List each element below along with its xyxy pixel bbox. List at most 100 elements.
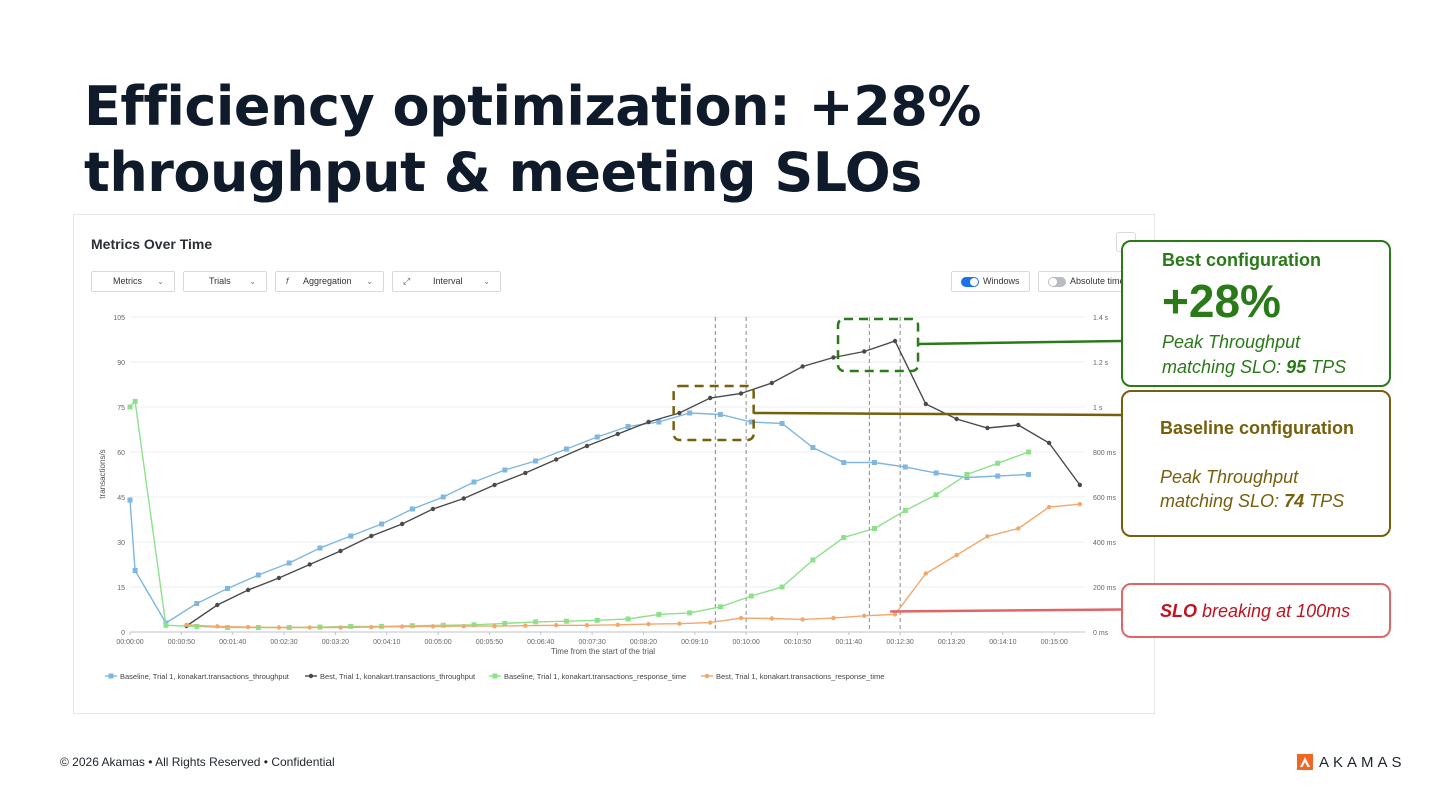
interval-dropdown[interactable]: ⤢ Interval ⌄ [392,271,501,292]
data-point [245,624,251,630]
x-tick-label: 00:00:50 [168,639,195,646]
slo-callout-rest: breaking at 100ms [1197,601,1351,621]
slide-title: Efficiency optimization: +28% throughput… [84,75,981,204]
data-point [553,623,559,628]
data-point [923,401,929,407]
data-point [902,464,908,470]
data-point [215,624,220,629]
data-point [831,615,836,621]
legend-item: Best, Trial 1, konakart.transactions_thr… [305,672,476,681]
data-point [1026,449,1032,455]
data-point [1046,440,1052,446]
data-point [1016,526,1021,531]
chevron-down-icon: ⌄ [483,277,490,286]
legend-marker [308,673,314,679]
data-point [625,424,631,429]
akamas-logo-icon [1297,754,1313,770]
legend-item: Baseline, Trial 1, konakart.transactions… [105,672,290,681]
data-point [1077,502,1083,507]
metrics-dropdown-label: Metrics [113,276,142,286]
data-point [194,601,200,606]
data-point [461,623,466,629]
legend-label: Best, Trial 1, konakart.transactions_res… [716,672,884,681]
best-peak-highlight-box [836,317,920,373]
data-point [677,410,682,416]
trials-dropdown[interactable]: Trials ⌄ [183,271,267,292]
legend-label: Baseline, Trial 1, konakart.transactions… [120,672,290,681]
x-tick-label: 00:05:00 [424,639,451,646]
chevron-down-icon: ⌄ [157,277,164,286]
data-point [533,619,539,625]
data-point [338,625,343,630]
y-tick-label: 105 [113,315,125,322]
absolute-time-toggle-label: Absolute time [1070,276,1125,286]
data-point [225,586,231,591]
y-tick-label: 75 [117,405,125,412]
aggregation-dropdown-label: Aggregation [303,276,352,286]
metrics-dropdown[interactable]: Metrics ⌄ [91,271,175,292]
data-point [933,492,939,498]
data-point [307,562,312,567]
data-point [276,625,282,630]
data-point [831,355,836,360]
metrics-panel: Metrics Over Time ... Metrics ⌄ Trials ⌄… [73,214,1155,714]
best-callout-unit: TPS [1306,357,1347,377]
x-tick-label: 00:14:10 [989,639,1016,646]
y2-tick-label: 200 ms [1093,585,1116,592]
legend-marker [492,673,498,679]
data-point [810,445,816,450]
y-tick-label: 60 [117,450,125,457]
data-point [348,623,354,629]
y-tick-label: 45 [117,495,125,502]
data-point [563,446,569,452]
data-point [800,364,805,369]
series-3 [127,398,1032,630]
series-line [186,503,1080,629]
data-point [369,624,374,630]
windows-toggle-label: Windows [983,276,1020,286]
x-tick-label: 00:09:10 [681,639,708,646]
best-callout-tps: 95 [1286,357,1307,377]
y-tick-label: 15 [117,585,125,592]
data-point [810,557,816,563]
data-point [964,472,970,477]
data-point [533,458,539,464]
data-point [687,610,693,616]
aggregation-dropdown[interactable]: f Aggregation ⌄ [275,271,384,292]
data-point [687,410,693,416]
baseline-connector-line [753,411,1122,417]
series-line [186,340,1081,627]
x-axis-label: Time from the start of the trial [551,647,655,656]
data-point [399,624,405,629]
absolute-time-toggle[interactable]: Absolute time [1038,271,1134,292]
x-tick-label: 00:08:20 [630,639,657,646]
data-point [255,572,261,578]
data-point [985,534,990,539]
data-point [584,623,590,628]
baseline-callout-line1: Peak Throughput [1160,467,1299,487]
data-point [1046,504,1052,510]
data-point [594,434,600,440]
data-point [769,616,775,621]
data-point [553,457,559,462]
panel-title: Metrics Over Time [91,236,213,252]
data-point [717,604,723,610]
data-point [492,482,497,488]
data-point [502,620,508,626]
data-point [430,624,436,629]
chevron-down-icon: ⌄ [249,277,256,286]
data-point [646,419,651,425]
windows-toggle[interactable]: Windows [951,271,1030,292]
footer-copyright: © 2026 Akamas • All Rights Reserved • Co… [60,755,335,769]
data-point [245,587,251,593]
data-point [800,617,805,622]
x-tick-label: 00:15:00 [1041,639,1068,646]
data-point [707,395,713,401]
x-tick-label: 00:00:00 [116,639,143,646]
data-point [954,552,959,558]
data-point [399,521,405,527]
y-tick-label: 30 [117,540,125,547]
best-connector-line [918,339,1123,346]
data-point [492,623,497,629]
data-point [738,391,744,396]
